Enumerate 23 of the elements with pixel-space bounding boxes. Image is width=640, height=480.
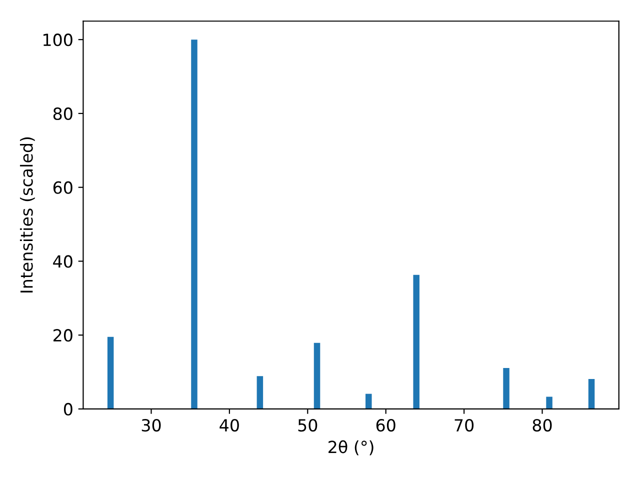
bar [546, 396, 552, 409]
y-tick-label: 20 [53, 329, 72, 342]
y-tick-label: 100 [43, 34, 72, 46]
x-tick-label: 70 [454, 418, 474, 432]
x-tick-label: 50 [298, 418, 318, 432]
y-tick-label: 40 [53, 255, 72, 268]
bar [588, 379, 595, 409]
bar [191, 40, 198, 409]
bar [366, 394, 372, 409]
x-axis-title: 2θ (°) [328, 440, 374, 456]
x-tick-label: 40 [220, 418, 239, 432]
bar [413, 274, 420, 409]
x-tick-label: 60 [376, 418, 396, 432]
y-tick-label: 0 [64, 402, 72, 416]
x-tick-label: 30 [142, 418, 161, 432]
x-tick-label: 80 [532, 418, 552, 432]
y-tick-label: 60 [53, 181, 72, 194]
bar [314, 342, 320, 409]
bar [107, 336, 114, 409]
y-axis-title: Intensities (scaled) [20, 137, 35, 292]
bar [503, 368, 510, 409]
y-tick-label: 80 [53, 107, 72, 120]
bar [256, 376, 264, 409]
